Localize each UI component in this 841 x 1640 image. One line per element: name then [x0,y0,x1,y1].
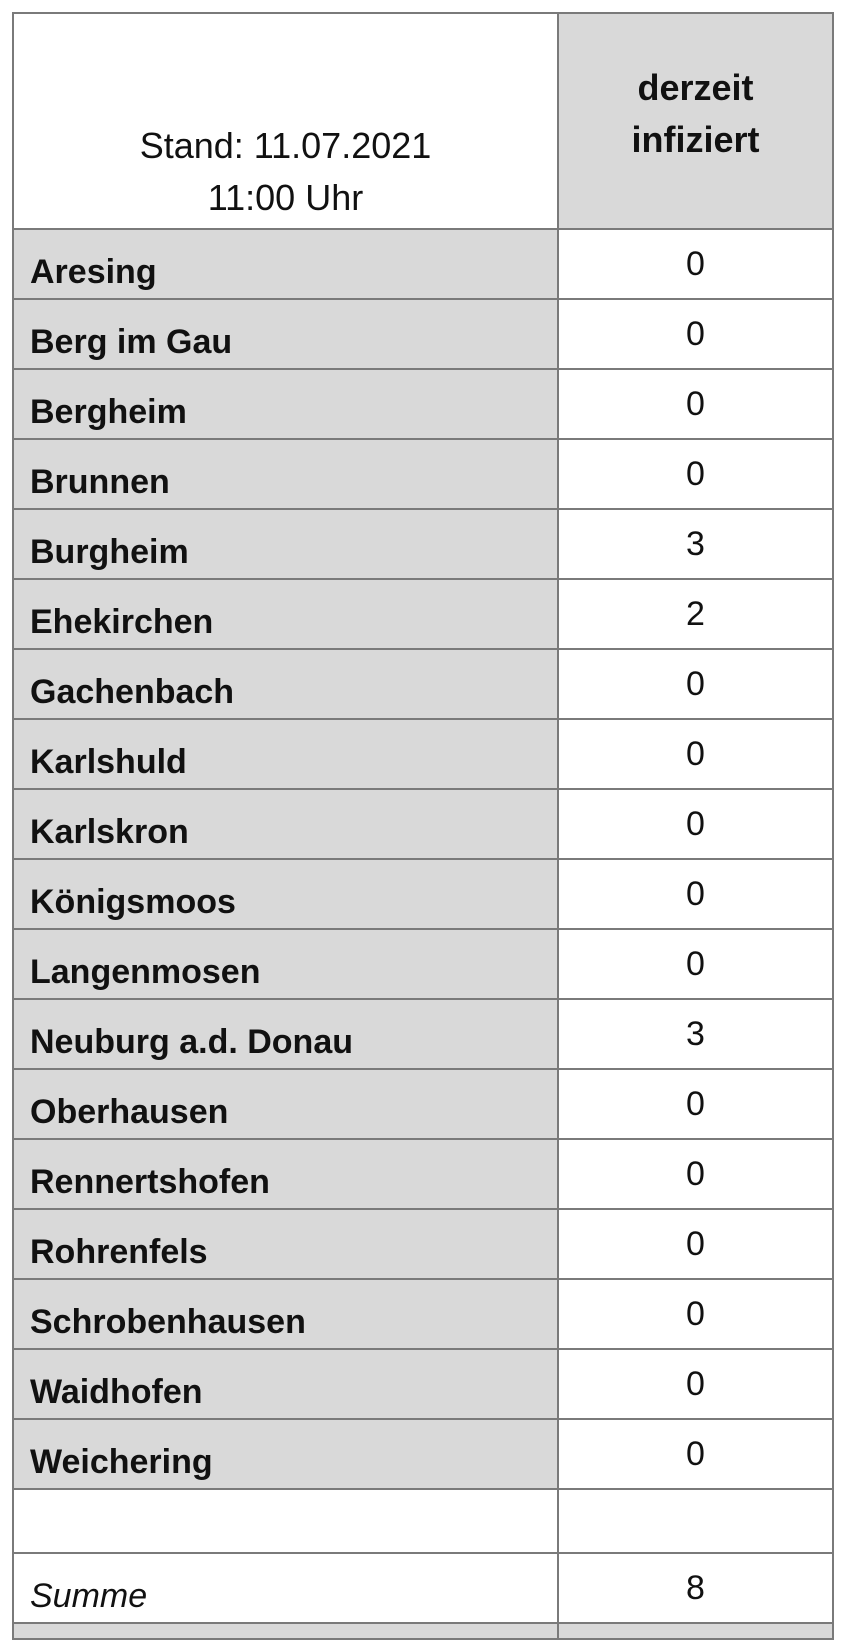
column-header-line2: infiziert [631,119,760,160]
municipality-name: Gachenbach [12,648,559,720]
municipality-name: Neuburg a.d. Donau [12,998,559,1070]
summary-row: Summe 8 [12,1552,834,1624]
municipality-name: Rohrenfels [12,1208,559,1280]
infected-count: 0 [557,1348,834,1420]
table-row: Karlskron 0 [12,788,834,860]
table-row: Schrobenhausen 0 [12,1278,834,1350]
table-row: Waidhofen 0 [12,1348,834,1420]
table-row: Königsmoos 0 [12,858,834,930]
municipality-name: Oberhausen [12,1068,559,1140]
municipality-name: Weichering [12,1418,559,1490]
table-row: Weichering 0 [12,1418,834,1490]
table-row: Brunnen 0 [12,438,834,510]
infected-count: 0 [557,718,834,790]
table-row: Karlshuld 0 [12,718,834,790]
table-row: Rennertshofen 0 [12,1138,834,1210]
partial-row [12,1622,834,1640]
header-row: Stand: 11.07.2021 11:00 Uhr derzeit infi… [12,12,834,230]
empty-cell [557,1488,834,1554]
infected-count: 0 [557,438,834,510]
table-row: Berg im Gau 0 [12,298,834,370]
partial-cell [12,1622,559,1640]
municipality-name: Schrobenhausen [12,1278,559,1350]
stand-cell: Stand: 11.07.2021 11:00 Uhr [12,12,559,230]
infection-table: Stand: 11.07.2021 11:00 Uhr derzeit infi… [12,12,834,1640]
municipality-name: Karlshuld [12,718,559,790]
table-row: Rohrenfels 0 [12,1208,834,1280]
municipality-name: Ehekirchen [12,578,559,650]
municipality-name: Brunnen [12,438,559,510]
stand-time: 11:00 Uhr [207,177,364,218]
table-row: Burgheim 3 [12,508,834,580]
table-row: Bergheim 0 [12,368,834,440]
municipality-name: Bergheim [12,368,559,440]
table-row: Ehekirchen 2 [12,578,834,650]
municipality-name: Rennertshofen [12,1138,559,1210]
infected-count: 0 [557,1068,834,1140]
municipality-name: Langenmosen [12,928,559,1000]
empty-cell [12,1488,559,1554]
infected-count: 0 [557,928,834,1000]
partial-cell [557,1622,834,1640]
summary-value: 8 [557,1552,834,1624]
column-header-line1: derzeit [637,67,754,108]
municipality-name: Berg im Gau [12,298,559,370]
municipality-name: Burgheim [12,508,559,580]
table-row: Aresing 0 [12,228,834,300]
infected-count: 0 [557,1418,834,1490]
municipality-name: Waidhofen [12,1348,559,1420]
infected-count: 0 [557,228,834,300]
municipality-name: Karlskron [12,788,559,860]
infected-count: 0 [557,368,834,440]
column-header: derzeit infiziert [557,12,834,230]
summary-label: Summe [12,1552,559,1624]
municipality-name: Aresing [12,228,559,300]
infected-count: 3 [557,508,834,580]
table-row: Neuburg a.d. Donau 3 [12,998,834,1070]
infected-count: 0 [557,298,834,370]
table-row: Oberhausen 0 [12,1068,834,1140]
infected-count: 0 [557,648,834,720]
infected-count: 0 [557,1278,834,1350]
infected-count: 3 [557,998,834,1070]
infected-count: 0 [557,788,834,860]
table-row: Gachenbach 0 [12,648,834,720]
table-row: Langenmosen 0 [12,928,834,1000]
infected-count: 0 [557,858,834,930]
stand-date: Stand: 11.07.2021 [139,125,432,166]
infected-count: 2 [557,578,834,650]
empty-row [12,1488,834,1554]
infected-count: 0 [557,1208,834,1280]
infected-count: 0 [557,1138,834,1210]
municipality-name: Königsmoos [12,858,559,930]
